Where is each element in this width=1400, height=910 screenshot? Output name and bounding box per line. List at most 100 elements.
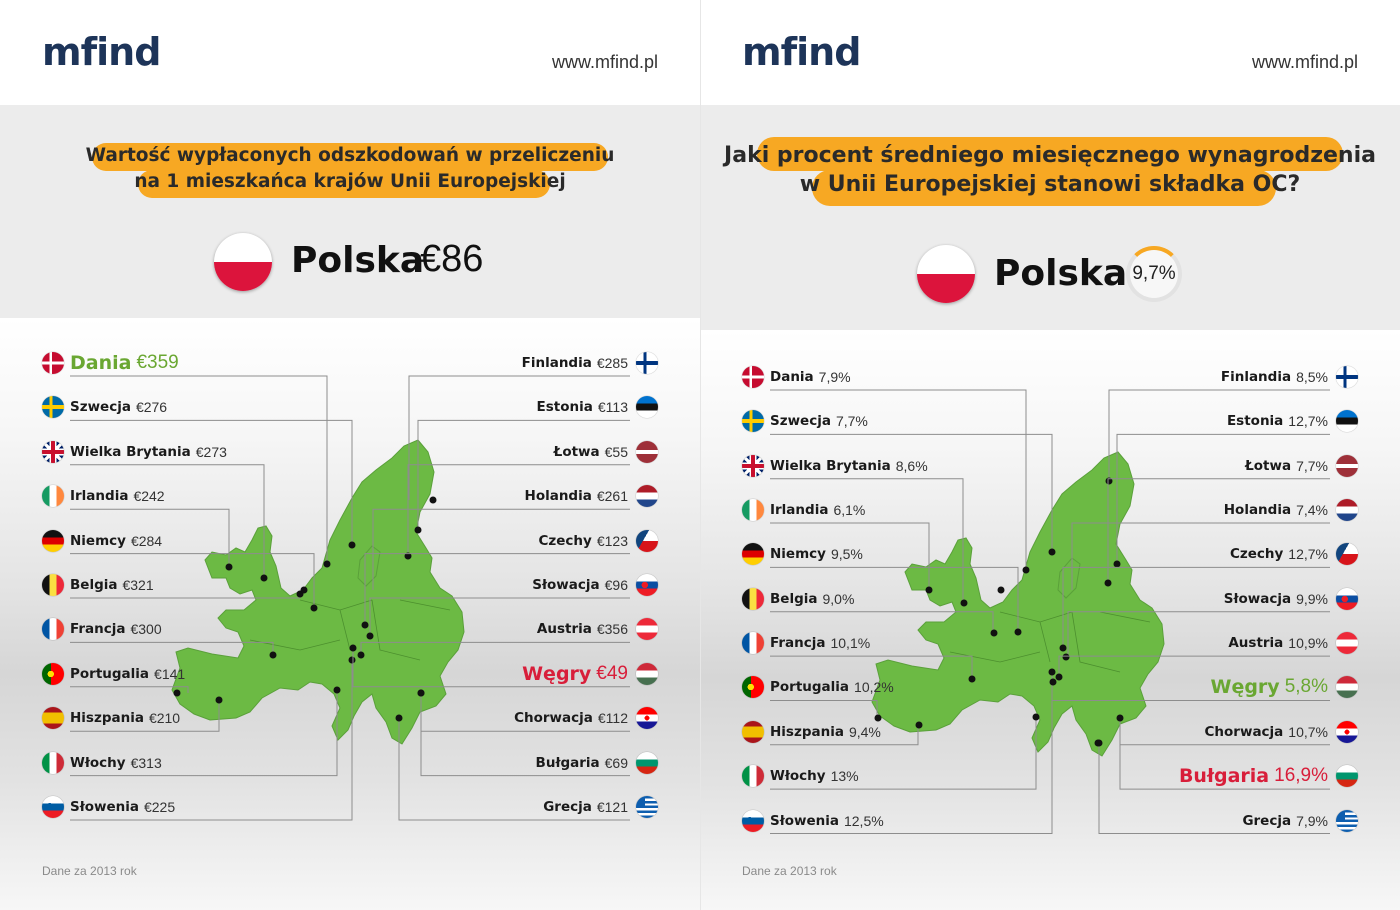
leader-line	[70, 690, 338, 777]
country-value: €69	[604, 754, 628, 771]
country-value: 16,9%	[1274, 765, 1328, 787]
mfind-logo[interactable]: mfind	[742, 30, 861, 74]
leader-line	[770, 566, 1019, 632]
leader-line	[70, 464, 265, 578]
country-value: 5,8%	[1284, 676, 1328, 698]
country-row-portugal: Portugalia €141	[42, 662, 185, 686]
leader-line	[70, 660, 353, 821]
hero-section	[0, 105, 700, 318]
infographic-compensation: mfind www.mfind.pl Wartość wypłaconych o…	[0, 30, 700, 910]
country-value: €210	[148, 710, 181, 727]
country-name: Francja	[770, 635, 826, 652]
country-name: Słowacja	[532, 577, 600, 593]
country-dot	[310, 604, 318, 612]
country-value: €273	[195, 443, 227, 460]
infographic-title: Wartość wypłaconych odszkodowań w przeli…	[0, 143, 700, 195]
country-dot	[333, 686, 341, 694]
country-value: 8,5%	[1296, 369, 1328, 385]
europe-landmass-shape	[171, 439, 465, 745]
mfind-logo[interactable]: mfind	[42, 30, 161, 74]
country-dot	[1059, 644, 1067, 652]
leader-line	[1051, 682, 1330, 701]
country-name: Szwecja	[70, 399, 131, 416]
leader-line	[1107, 478, 1330, 583]
country-name: Grecja	[1242, 812, 1292, 829]
leader-line	[70, 375, 328, 564]
country-row-latvia: Łotwa 7,7%	[1245, 454, 1358, 478]
leader-line	[770, 611, 994, 633]
france-flag-icon	[42, 618, 64, 641]
leader-line	[770, 389, 1027, 570]
country-name: Niemcy	[770, 546, 826, 563]
leader-line	[369, 597, 630, 636]
country-row-croatia: Chorwacja 10,7%	[1205, 720, 1358, 744]
country-row-italy: Włochy 13%	[742, 764, 859, 788]
poland-flag-icon	[917, 245, 975, 303]
country-name: Słowenia	[70, 799, 139, 815]
estonia-flag-icon	[1336, 410, 1358, 433]
country-dot	[173, 689, 181, 697]
country-border	[949, 651, 1041, 663]
croatia-flag-icon	[1336, 720, 1358, 743]
leader-line	[770, 655, 973, 679]
country-row-austria: Austria 10,9%	[1228, 631, 1358, 655]
country-border	[399, 599, 451, 611]
country-border	[339, 609, 351, 651]
country-row-slovenia: Słowenia €225	[42, 795, 175, 819]
title-pill-top	[92, 143, 608, 171]
country-value: €242	[133, 488, 165, 505]
leader-line	[1062, 566, 1330, 648]
title-line-2: w Unii Europejskiej stanowi składka OC?	[799, 172, 1301, 197]
leader-line	[407, 464, 630, 556]
sweden-flag-icon	[742, 410, 764, 433]
country-value: €123	[596, 532, 628, 549]
country-row-germany: Niemcy €284	[42, 529, 162, 553]
country-value: €359	[136, 352, 179, 373]
leader-line	[408, 375, 630, 500]
uk-flag-icon	[742, 454, 764, 477]
greece-flag-icon	[1336, 809, 1358, 832]
country-row-greece: Grecja 7,9%	[1242, 809, 1358, 833]
country-row-uk: Wielka Brytania 8,6%	[742, 454, 928, 478]
country-row-estonia: Estonia 12,7%	[1227, 409, 1358, 433]
leader-line	[70, 419, 353, 545]
country-row-belgium: Belgia €321	[42, 573, 154, 597]
country-row-france: Francja 10,1%	[742, 631, 870, 655]
country-row-uk: Wielka Brytania €273	[42, 440, 227, 464]
country-value: 7,4%	[1296, 502, 1328, 519]
leader-line	[70, 508, 230, 567]
country-value: €285	[596, 355, 628, 371]
hungary-flag-icon	[636, 662, 658, 685]
country-dot	[357, 651, 365, 659]
country-value: €55	[604, 443, 628, 460]
sweden-flag-icon	[42, 396, 64, 419]
bulgaria-flag-icon	[636, 751, 658, 774]
europe-map-icon	[70, 375, 630, 821]
website-url[interactable]: www.mfind.pl	[551, 52, 658, 72]
country-row-ireland: Irlandia €242	[42, 484, 165, 508]
country-dot	[260, 574, 268, 582]
slovenia-flag-icon	[42, 796, 64, 818]
website-url[interactable]: www.mfind.pl	[1251, 52, 1358, 72]
country-row-netherlands: Holandia €261	[525, 484, 658, 508]
leader-line	[70, 700, 220, 732]
country-name: Grecja	[543, 799, 592, 815]
country-row-czech: Czechy €123	[539, 529, 658, 553]
title-pill-bottom	[138, 170, 550, 198]
country-row-sweden: Szwecja 7,7%	[742, 409, 868, 433]
title-pill-bottom	[812, 170, 1276, 206]
czech-flag-icon	[1336, 543, 1358, 566]
country-dot	[366, 632, 374, 640]
country-value: €121	[596, 799, 628, 815]
france-flag-icon	[742, 632, 764, 655]
leader-line	[770, 717, 1037, 790]
leader-line	[1116, 433, 1330, 564]
austria-flag-icon	[636, 618, 658, 641]
finland-flag-icon	[1336, 366, 1358, 388]
country-border	[249, 639, 341, 651]
country-name: Włochy	[770, 768, 826, 785]
latvia-flag-icon	[1336, 454, 1358, 477]
latvia-flag-icon	[636, 440, 658, 463]
country-name: Wielka Brytania	[770, 457, 891, 474]
country-value: €49	[596, 662, 628, 684]
